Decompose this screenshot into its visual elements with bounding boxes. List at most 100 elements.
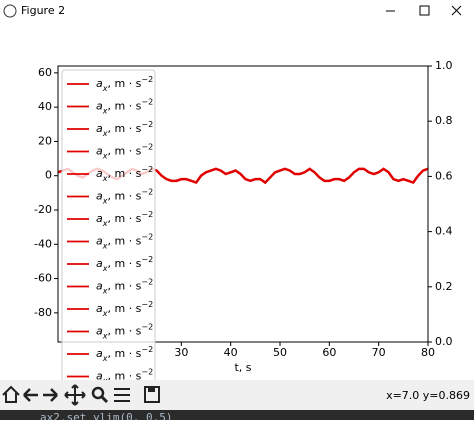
legend-superscript: −2 — [141, 233, 153, 242]
toolbar-icons — [2, 384, 160, 406]
x-tick-label: 40 — [224, 346, 238, 359]
legend-subscript: x — [102, 287, 108, 296]
legend-subscript: x — [102, 309, 108, 318]
legend-subscript: x — [102, 354, 108, 363]
x-tick-label: 50 — [273, 346, 287, 359]
legend-superscript: −2 — [141, 143, 153, 152]
legend-unit: , m · s — [107, 347, 141, 360]
y2-tick-label: 0.4 — [435, 225, 453, 238]
legend-label: ax, m · s−2 — [96, 323, 153, 341]
legend-unit: , m · s — [107, 370, 141, 383]
legend-subscript: x — [102, 264, 108, 273]
y-tick-label: -20 — [34, 203, 52, 216]
legend-subscript: x — [102, 129, 108, 138]
save-icon-part — [148, 387, 155, 392]
legend-label: ax, m · s−2 — [96, 233, 153, 251]
title-bar — [0, 0, 474, 22]
back-button[interactable] — [23, 388, 38, 402]
y2-tick-label: 0.8 — [435, 114, 453, 127]
legend-subscript: x — [102, 332, 108, 341]
legend-unit: , m · s — [107, 122, 141, 135]
legend-symbol: a — [96, 302, 103, 315]
legend-symbol: a — [96, 122, 103, 135]
legend-symbol: a — [96, 370, 103, 383]
legend-symbol: a — [96, 100, 103, 113]
legend-unit: , m · s — [107, 235, 141, 248]
y-tick-label: 40 — [38, 100, 52, 113]
legend-label: ax, m · s−2 — [96, 210, 153, 228]
legend-superscript: −2 — [141, 368, 153, 377]
legend-symbol: a — [96, 325, 103, 338]
x-tick-label: 30 — [174, 346, 188, 359]
legend-superscript: −2 — [141, 323, 153, 332]
legend-superscript: −2 — [141, 345, 153, 354]
legend-label: ax, m · s−2 — [96, 345, 153, 363]
legend-symbol: a — [96, 257, 103, 270]
window-title: Figure 2 — [21, 4, 65, 17]
maximize-button[interactable] — [419, 5, 430, 16]
y-tick-label: -60 — [34, 272, 52, 285]
y2-tick-label: 0.6 — [435, 169, 453, 182]
legend-label: ax, m · s−2 — [96, 165, 153, 183]
legend-unit: , m · s — [107, 280, 141, 293]
forward-button[interactable] — [43, 388, 58, 402]
console-text: ax2.set_ylim(0, 0.5) — [40, 411, 172, 420]
legend-unit: , m · s — [107, 167, 141, 180]
x-axis-label: t, s — [234, 361, 251, 374]
legend-label: ax, m · s−2 — [96, 75, 153, 93]
legend-unit: , m · s — [107, 212, 141, 225]
y2-tick-label: 0.2 — [435, 280, 453, 293]
legend-superscript: −2 — [141, 120, 153, 129]
legend-superscript: −2 — [141, 300, 153, 309]
legend-label: ax, m · s−2 — [96, 188, 153, 206]
figure: -80 -60 -40 -20 0 20 40 60 0.0 0.2 0.4 0.6 0.8 1.0 30 4… — [34, 59, 452, 386]
legend: ax, m · s−2ax, m · s−2ax, m · s−2ax, m ·… — [61, 69, 156, 386]
legend-label: ax, m · s−2 — [96, 300, 153, 318]
legend-subscript: x — [102, 174, 108, 183]
legend-subscript: x — [102, 152, 108, 161]
x-tick-label: 70 — [372, 346, 386, 359]
y2-tick-label: 0.0 — [435, 335, 453, 348]
legend-unit: , m · s — [107, 257, 141, 270]
legend-superscript: −2 — [141, 75, 153, 84]
legend-unit: , m · s — [107, 77, 141, 90]
legend-superscript: −2 — [141, 255, 153, 264]
zoom-button[interactable] — [91, 386, 105, 400]
legend-unit: , m · s — [107, 100, 141, 113]
configure-button[interactable] — [114, 388, 130, 402]
y2-tick-label: 1.0 — [435, 59, 453, 72]
home-button[interactable] — [2, 385, 20, 403]
legend-unit: , m · s — [107, 325, 141, 338]
legend-subscript: x — [102, 84, 108, 93]
legend-superscript: −2 — [141, 278, 153, 287]
legend-subscript: x — [102, 219, 108, 228]
legend-subscript: x — [102, 107, 108, 116]
pan-button[interactable] — [64, 384, 86, 406]
legend-superscript: −2 — [141, 98, 153, 107]
legend-symbol: a — [96, 212, 103, 225]
legend-symbol: a — [96, 77, 103, 90]
legend-superscript: −2 — [141, 188, 153, 197]
x-tick-label: 60 — [322, 346, 336, 359]
close-button[interactable] — [451, 5, 462, 16]
app-icon — [3, 4, 17, 18]
y-tick-label: 20 — [38, 134, 52, 147]
x-tick-label: 80 — [421, 346, 435, 359]
legend-subscript: x — [102, 242, 108, 251]
y-tick-label: -40 — [34, 237, 52, 250]
console-strip — [0, 410, 474, 420]
legend-symbol: a — [96, 235, 103, 248]
legend-symbol: a — [96, 190, 103, 203]
legend-unit: , m · s — [107, 302, 141, 315]
legend-label: ax, m · s−2 — [96, 255, 153, 273]
legend-symbol: a — [96, 347, 103, 360]
y-tick-label: 60 — [38, 66, 52, 79]
legend-label: ax, m · s−2 — [96, 143, 153, 161]
zoom-handle — [100, 395, 109, 404]
legend-superscript: −2 — [141, 165, 153, 174]
legend-symbol: a — [96, 145, 103, 158]
legend-label: ax, m · s−2 — [96, 98, 153, 116]
y-tick-label: 0 — [45, 169, 52, 182]
status-text: x=7.0 y=0.869 — [386, 389, 470, 402]
